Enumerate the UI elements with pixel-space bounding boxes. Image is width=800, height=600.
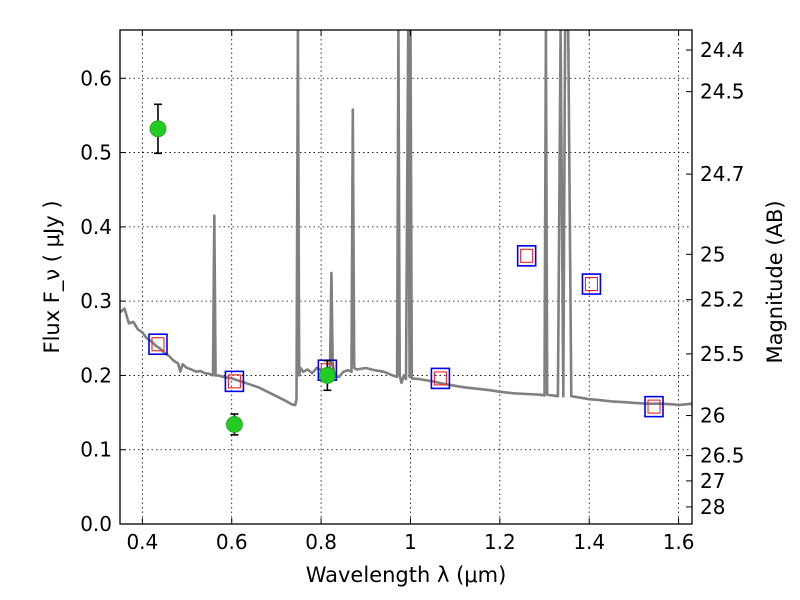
model-photometry-inner <box>520 248 534 263</box>
model-photometry-point <box>644 395 664 418</box>
model-photometry-point <box>148 333 168 356</box>
y-tick-label: 0.1 <box>80 438 112 462</box>
y-tick-label: 0.2 <box>80 363 112 387</box>
y-tick-label: 0.0 <box>80 512 112 536</box>
y2-tick-label: 24.5 <box>700 80 745 104</box>
x-tick-label: 1 <box>404 530 417 554</box>
y2-tick-label: 24.4 <box>700 38 745 62</box>
model-photometry-point <box>430 367 451 390</box>
x-axis-label: Wavelength λ (μm) <box>306 563 507 587</box>
model-photometry-inner <box>433 371 447 386</box>
y2-tick-label: 24.7 <box>700 162 745 186</box>
model-photometry-point <box>516 245 537 267</box>
y2-tick-label: 25.2 <box>700 288 745 312</box>
x-tick-label: 1.6 <box>663 530 695 554</box>
y-tick-label: 0.5 <box>80 141 112 165</box>
observed-flux-point <box>149 120 167 138</box>
x-tick-label: 0.4 <box>126 530 158 554</box>
y2-tick-label: 28 <box>700 495 725 519</box>
sed-model-line <box>120 30 692 407</box>
y-axis-label: Flux F_ν ( μJy ) <box>40 200 65 353</box>
x-tick-label: 1.2 <box>484 530 516 554</box>
model-photometry-inner <box>584 277 599 292</box>
model-photometry-inner <box>647 399 661 414</box>
observed-flux-point <box>318 367 336 384</box>
y-tick-label: 0.3 <box>80 289 112 313</box>
plot-frame <box>119 29 693 525</box>
observed-flux-point <box>225 416 243 433</box>
plot-series <box>120 30 692 436</box>
y2-tick-label: 25 <box>700 242 725 266</box>
y-tick-label: 0.6 <box>80 66 112 90</box>
model-photometry-point <box>581 273 602 295</box>
y2-tick-label: 27 <box>700 469 725 493</box>
model-photometry-point <box>224 370 245 393</box>
x-tick-label: 1.4 <box>573 530 605 554</box>
model-photometry-inner <box>151 337 165 352</box>
y2-tick-label: 26.5 <box>700 444 745 468</box>
y-tick-label: 0.4 <box>80 215 112 239</box>
y2-tick-label: 25.5 <box>700 342 745 366</box>
model-photometry-inner <box>227 374 241 389</box>
axis-ticks: 0.4 0.6 0.8 1 1.2 1.4 1.6 0.0 0.1 0.2 0.3 0.4 0.5 0.6… <box>80 30 745 554</box>
y2-axis-label: Magnitude (AB) <box>763 200 787 363</box>
x-tick-label: 0.6 <box>216 530 248 554</box>
y2-tick-label: 26 <box>700 404 725 428</box>
x-tick-label: 0.8 <box>305 530 337 554</box>
